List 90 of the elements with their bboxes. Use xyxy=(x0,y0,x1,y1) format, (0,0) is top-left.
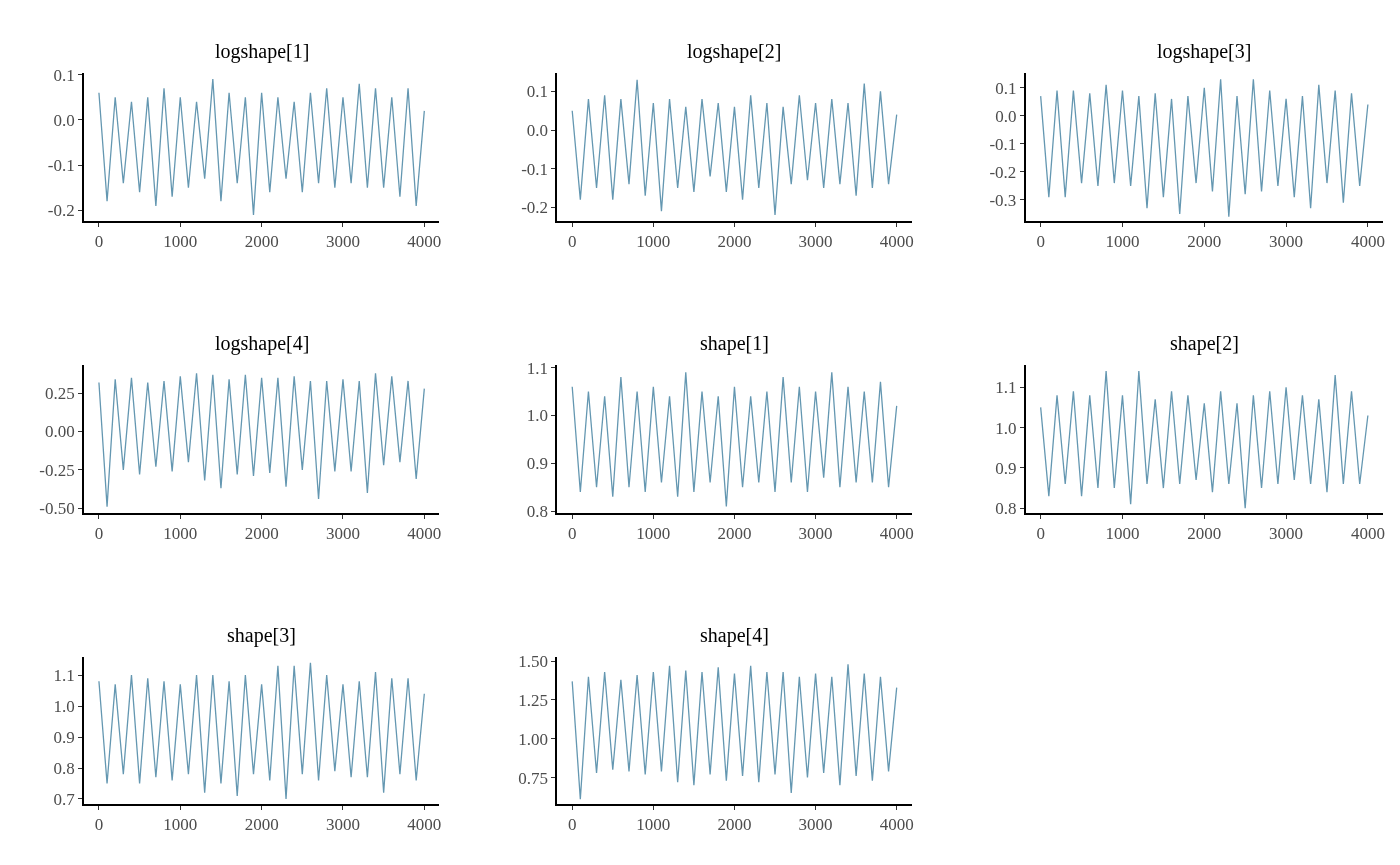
y-tick-label: 0.9 xyxy=(526,454,549,474)
x-tick-label: 3000 xyxy=(325,524,360,544)
y-tick-label: 0.1 xyxy=(995,78,1017,98)
x-tick-label: 2000 xyxy=(244,232,279,252)
x-tick-label: 0 xyxy=(1036,524,1045,544)
x-tick-label: 0 xyxy=(94,815,104,835)
x-tick-label: 2000 xyxy=(244,815,279,835)
x-tick-label: 1000 xyxy=(636,815,671,835)
chart-title: logshape[2] xyxy=(687,40,782,63)
x-tick-label: 1000 xyxy=(163,524,198,544)
line-series xyxy=(571,663,898,800)
x-tick-label: 0 xyxy=(567,524,577,544)
y-tick-label: -0.1 xyxy=(989,134,1017,154)
y-tick-label: -0.2 xyxy=(989,162,1017,182)
chart-title: logshape[3] xyxy=(1157,40,1252,63)
y-tick-label: 1.0 xyxy=(995,418,1017,438)
x-tick-label: 3000 xyxy=(798,524,833,544)
x-tick-label: 2000 xyxy=(244,524,279,544)
x-tick-label: 2000 xyxy=(717,524,752,544)
x-tick-label: 3000 xyxy=(1269,524,1304,544)
line-series xyxy=(98,78,425,216)
y-tick-label: 0.7 xyxy=(53,789,76,809)
x-tick-label: 0 xyxy=(94,524,104,544)
line-series xyxy=(1040,370,1369,509)
x-tick-label: 3000 xyxy=(325,815,360,835)
chart-title: logshape[4] xyxy=(215,332,310,355)
line-series xyxy=(98,662,425,800)
y-tick-label: 1.1 xyxy=(526,358,549,378)
x-tick-label: 4000 xyxy=(407,232,442,252)
y-tick-label: 1.1 xyxy=(53,666,75,686)
y-tick-label: 0.8 xyxy=(995,499,1017,519)
x-tick-label: 1000 xyxy=(1105,524,1140,544)
y-tick-label: 0.9 xyxy=(53,728,75,747)
x-tick-label: 1000 xyxy=(1105,232,1140,252)
x-tick-label: 0 xyxy=(567,232,577,252)
x-tick-label: 0 xyxy=(567,815,577,835)
y-tick-label: 1.25 xyxy=(518,690,549,710)
y-tick-label: 0.75 xyxy=(518,768,549,788)
line-series xyxy=(98,372,425,508)
line-series xyxy=(571,79,898,216)
y-tick-label: -0.2 xyxy=(521,198,549,218)
x-tick-label: 1000 xyxy=(163,232,198,252)
y-tick-label: 0.0 xyxy=(526,120,549,140)
x-tick-label: 2000 xyxy=(717,232,752,252)
y-tick-label: -0.25 xyxy=(39,460,75,480)
chart-title: shape[4] xyxy=(700,624,769,647)
y-tick-label: 1.1 xyxy=(995,378,1017,398)
x-tick-label: 4000 xyxy=(407,815,442,835)
y-tick-label: 0.1 xyxy=(53,65,75,85)
y-tick-label: 0.00 xyxy=(44,422,75,442)
line-series xyxy=(1040,78,1369,218)
x-tick-label: 3000 xyxy=(325,232,360,252)
chart-title: logshape[1] xyxy=(215,40,310,63)
x-tick-label: 4000 xyxy=(879,524,914,544)
x-tick-label: 4000 xyxy=(1350,524,1385,544)
x-tick-label: 3000 xyxy=(798,232,833,252)
x-tick-label: 3000 xyxy=(798,815,833,835)
y-tick-label: -0.1 xyxy=(47,156,75,176)
y-tick-label: 0.25 xyxy=(44,384,75,404)
y-tick-label: -0.50 xyxy=(39,499,75,519)
y-tick-label: -0.1 xyxy=(521,159,549,179)
y-tick-label: -0.2 xyxy=(47,201,75,221)
x-tick-label: 4000 xyxy=(1350,232,1385,252)
x-tick-label: 0 xyxy=(1036,232,1045,252)
y-tick-label: 1.0 xyxy=(526,406,549,426)
y-tick-label: 0.0 xyxy=(995,106,1017,126)
y-tick-label: 0.8 xyxy=(526,502,549,522)
x-tick-label: 0 xyxy=(94,232,104,252)
x-tick-label: 4000 xyxy=(407,524,442,544)
chart-title: shape[2] xyxy=(1170,332,1239,355)
y-tick-label: 0.1 xyxy=(526,82,549,102)
chart-title: shape[1] xyxy=(700,332,769,355)
x-tick-label: 4000 xyxy=(879,815,914,835)
x-tick-label: 1000 xyxy=(163,815,198,835)
y-tick-label: 1.00 xyxy=(518,729,549,749)
x-tick-label: 1000 xyxy=(636,232,671,252)
y-tick-label: 1.0 xyxy=(53,697,75,717)
y-tick-label: 1.50 xyxy=(518,652,549,672)
y-tick-label: -0.3 xyxy=(989,190,1017,210)
y-tick-label: 0.8 xyxy=(53,758,75,778)
line-series xyxy=(571,371,898,508)
x-tick-label: 3000 xyxy=(1269,232,1304,252)
x-tick-label: 2000 xyxy=(717,815,752,835)
y-tick-label: 0.9 xyxy=(995,458,1017,478)
x-tick-label: 4000 xyxy=(879,232,914,252)
x-tick-label: 2000 xyxy=(1187,232,1222,252)
x-tick-label: 1000 xyxy=(636,524,671,544)
x-tick-label: 2000 xyxy=(1187,524,1222,544)
y-tick-label: 0.0 xyxy=(53,110,75,130)
chart-title: shape[3] xyxy=(227,624,296,647)
